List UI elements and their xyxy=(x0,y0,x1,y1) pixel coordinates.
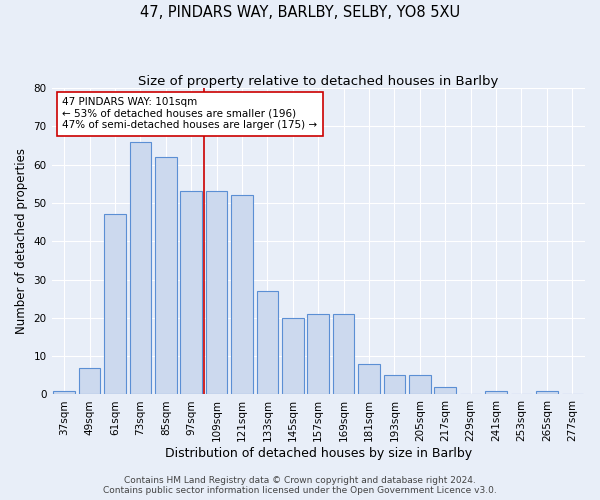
Bar xyxy=(155,157,176,394)
Bar xyxy=(409,376,431,394)
Bar xyxy=(333,314,355,394)
Bar xyxy=(383,376,405,394)
Bar xyxy=(358,364,380,394)
Bar xyxy=(434,387,456,394)
Bar xyxy=(485,390,507,394)
Bar xyxy=(53,390,75,394)
Bar xyxy=(536,390,557,394)
Bar xyxy=(104,214,126,394)
Bar xyxy=(231,196,253,394)
Bar xyxy=(79,368,100,394)
Bar xyxy=(307,314,329,394)
Title: Size of property relative to detached houses in Barlby: Size of property relative to detached ho… xyxy=(138,75,499,88)
X-axis label: Distribution of detached houses by size in Barlby: Distribution of detached houses by size … xyxy=(165,447,472,460)
Bar xyxy=(282,318,304,394)
Text: 47 PINDARS WAY: 101sqm
← 53% of detached houses are smaller (196)
47% of semi-de: 47 PINDARS WAY: 101sqm ← 53% of detached… xyxy=(62,97,317,130)
Text: 47, PINDARS WAY, BARLBY, SELBY, YO8 5XU: 47, PINDARS WAY, BARLBY, SELBY, YO8 5XU xyxy=(140,5,460,20)
Bar xyxy=(206,192,227,394)
Bar xyxy=(257,291,278,395)
Bar xyxy=(181,192,202,394)
Y-axis label: Number of detached properties: Number of detached properties xyxy=(15,148,28,334)
Bar xyxy=(130,142,151,394)
Text: Contains HM Land Registry data © Crown copyright and database right 2024.
Contai: Contains HM Land Registry data © Crown c… xyxy=(103,476,497,495)
